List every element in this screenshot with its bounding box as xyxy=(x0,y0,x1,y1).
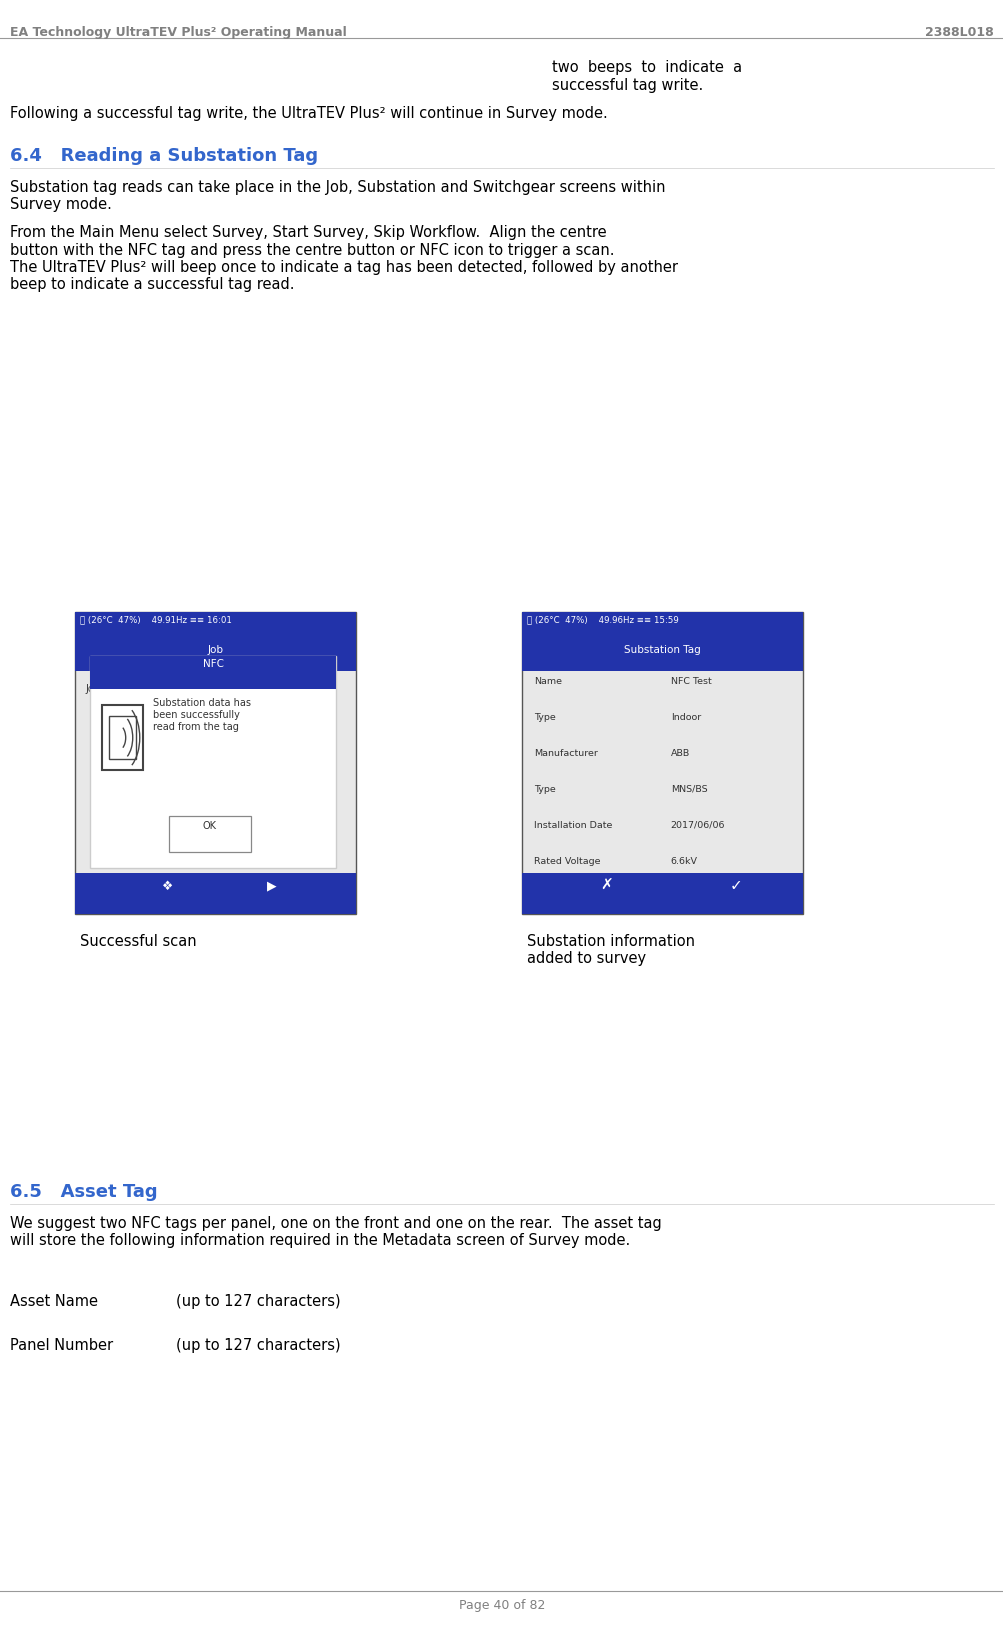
Text: 6.5   Asset Tag: 6.5 Asset Tag xyxy=(10,1183,157,1201)
Text: NFC Test: NFC Test xyxy=(670,677,711,687)
Text: ✗: ✗ xyxy=(600,878,612,893)
Bar xyxy=(75,612,356,641)
Text: Substation data has
been successfully
read from the tag: Substation data has been successfully re… xyxy=(152,698,251,731)
Bar xyxy=(75,873,356,914)
Text: 2017/06/06: 2017/06/06 xyxy=(670,821,724,831)
Text: ABB: ABB xyxy=(670,749,689,759)
Text: Asset Name: Asset Name xyxy=(10,1294,98,1309)
Text: We suggest two NFC tags per panel, one on the front and one on the rear.  The as: We suggest two NFC tags per panel, one o… xyxy=(10,1216,661,1248)
Text: OK: OK xyxy=(203,821,217,831)
Text: Following a successful tag write, the UltraTEV Plus² will continue in Survey mod: Following a successful tag write, the Ul… xyxy=(10,106,607,121)
Bar xyxy=(522,612,802,641)
Bar xyxy=(522,873,802,914)
Bar xyxy=(90,656,336,689)
Text: From the Main Menu select Survey, Start Survey, Skip Workflow.  Align the centre: From the Main Menu select Survey, Start … xyxy=(10,225,677,292)
Text: EA Technology UltraTEV Plus² Operating Manual: EA Technology UltraTEV Plus² Operating M… xyxy=(10,26,346,39)
Text: Panel Number: Panel Number xyxy=(10,1338,113,1353)
Text: NFC: NFC xyxy=(203,659,224,669)
Text: Successful scan: Successful scan xyxy=(80,934,197,948)
Text: Type: Type xyxy=(534,713,556,723)
Bar xyxy=(522,612,802,914)
Text: Installation Date: Installation Date xyxy=(534,821,612,831)
Text: (up to 127 characters): (up to 127 characters) xyxy=(176,1338,340,1353)
Bar xyxy=(75,641,356,671)
Text: 6.6kV: 6.6kV xyxy=(670,857,697,867)
Text: 6.4   Reading a Substation Tag: 6.4 Reading a Substation Tag xyxy=(10,147,318,165)
Bar xyxy=(75,612,356,914)
Bar xyxy=(109,716,135,759)
Bar xyxy=(169,816,251,852)
Bar xyxy=(102,705,142,770)
Text: 🎤 (26°C  47%)    49.91Hz ≡≡ 16:01: 🎤 (26°C 47%) 49.91Hz ≡≡ 16:01 xyxy=(80,615,232,625)
Text: 2388L018: 2388L018 xyxy=(925,26,993,39)
Text: (up to 127 characters): (up to 127 characters) xyxy=(176,1294,340,1309)
Text: Job: Job xyxy=(208,645,224,654)
Bar xyxy=(90,656,336,868)
Text: ✓: ✓ xyxy=(728,878,741,893)
Text: ❖: ❖ xyxy=(162,880,174,893)
Text: ▶: ▶ xyxy=(267,880,277,893)
Bar xyxy=(522,641,802,671)
Text: two  beeps  to  indicate  a
successful tag write.: two beeps to indicate a successful tag w… xyxy=(552,60,741,93)
Text: Substation Tag: Substation Tag xyxy=(624,645,700,654)
Bar xyxy=(176,682,306,712)
Text: Indoor: Indoor xyxy=(670,713,700,723)
Text: 🎤 (26°C  47%)    49.96Hz ≡≡ 15:59: 🎤 (26°C 47%) 49.96Hz ≡≡ 15:59 xyxy=(527,615,678,625)
Text: Type: Type xyxy=(534,785,556,795)
Text: Substation information
added to survey: Substation information added to survey xyxy=(527,934,694,966)
Text: Manufacturer: Manufacturer xyxy=(534,749,598,759)
Text: Name: Name xyxy=(534,677,562,687)
Text: Rated Voltage: Rated Voltage xyxy=(534,857,600,867)
Text: Substation tag reads can take place in the Job, Substation and Switchgear screen: Substation tag reads can take place in t… xyxy=(10,180,665,212)
Text: Page 40 of 82: Page 40 of 82 xyxy=(458,1599,545,1612)
Text: MNS/BS: MNS/BS xyxy=(670,785,706,795)
Text: Job Number: Job Number xyxy=(85,684,142,694)
